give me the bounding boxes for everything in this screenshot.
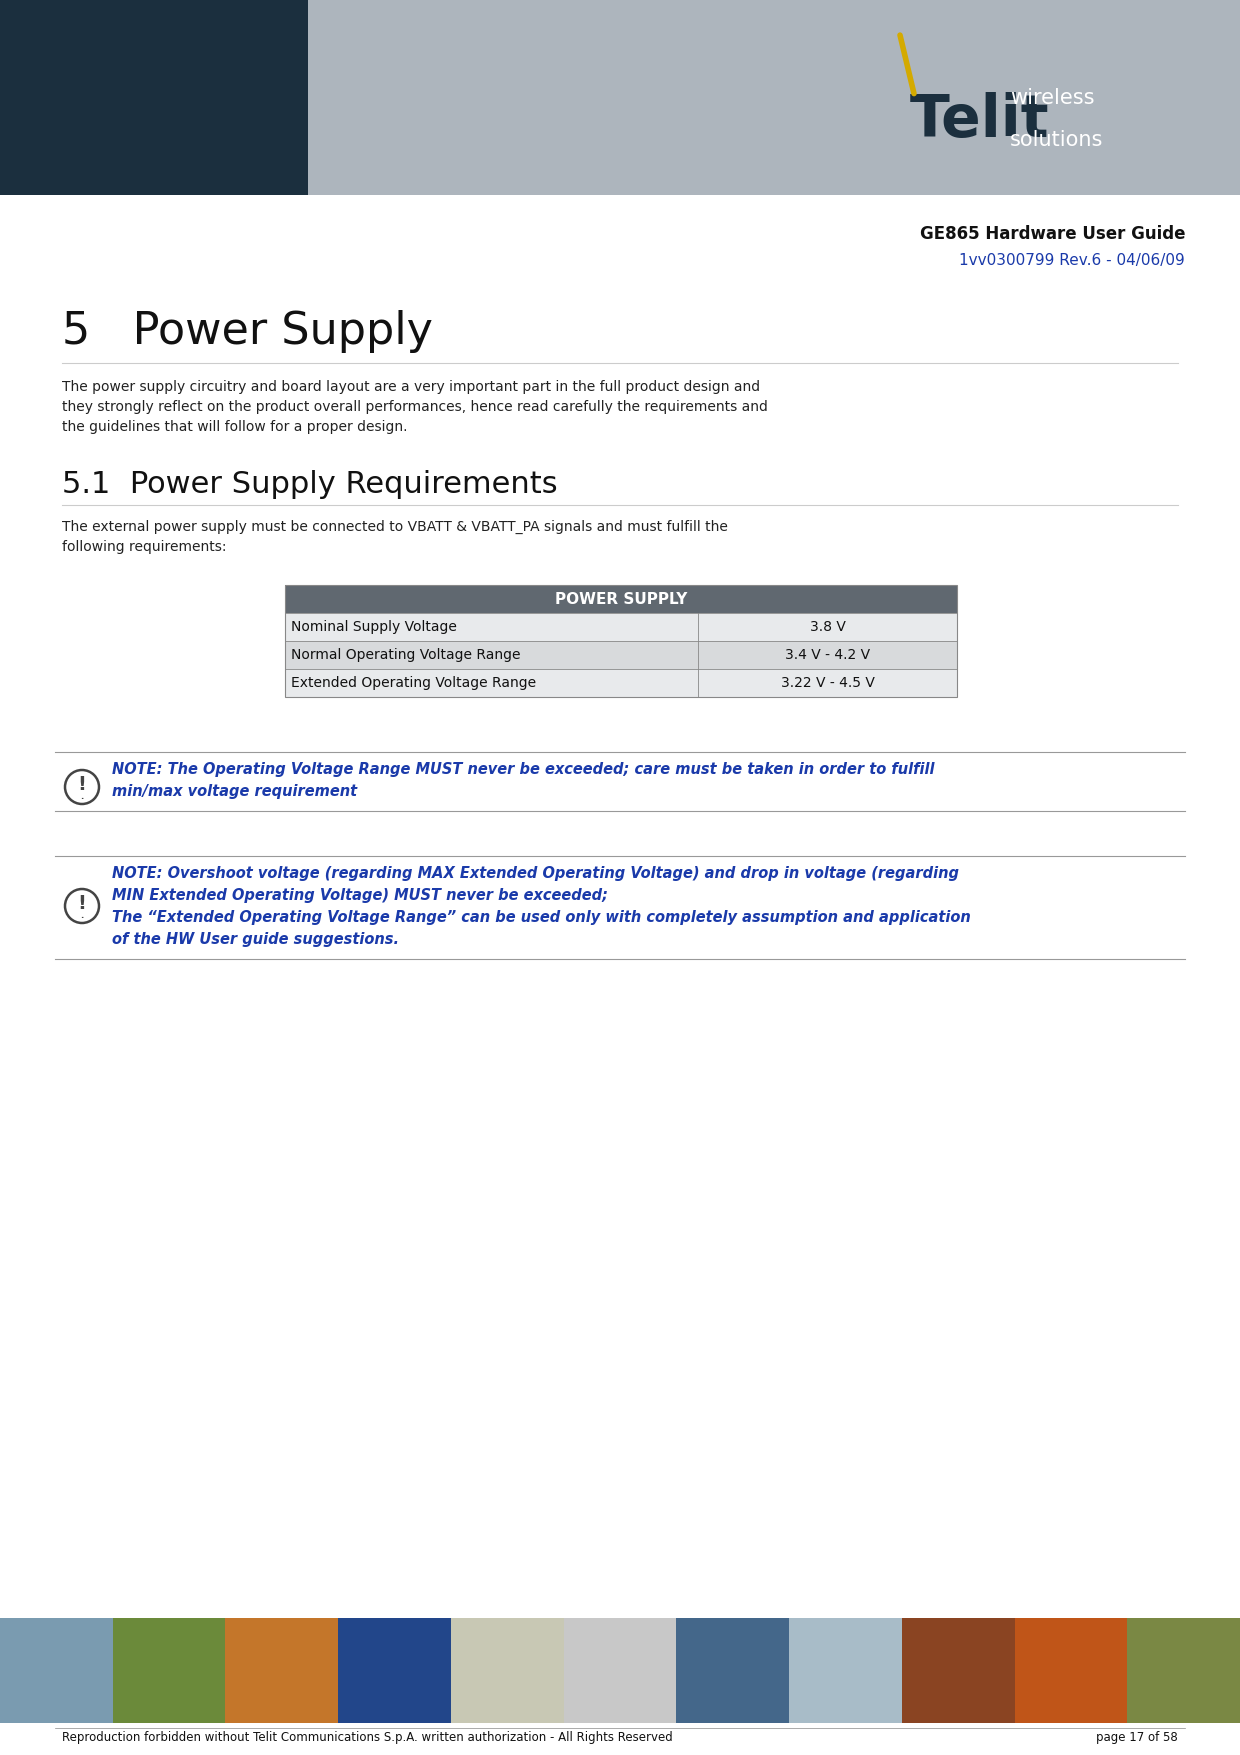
- Text: min/max voltage requirement: min/max voltage requirement: [112, 784, 357, 799]
- Text: 5   Power Supply: 5 Power Supply: [62, 311, 433, 353]
- Text: 5.1  Power Supply Requirements: 5.1 Power Supply Requirements: [62, 470, 558, 498]
- Text: 3.8 V: 3.8 V: [810, 620, 846, 634]
- Bar: [1127, 1618, 1240, 1723]
- Bar: [339, 1618, 451, 1723]
- Bar: [0, 0, 308, 195]
- Bar: [789, 1618, 901, 1723]
- Text: !: !: [78, 774, 87, 793]
- Bar: [285, 669, 957, 697]
- Text: 1vv0300799 Rev.6 - 04/06/09: 1vv0300799 Rev.6 - 04/06/09: [960, 253, 1185, 269]
- Bar: [1014, 1618, 1127, 1723]
- Text: GE865 Hardware User Guide: GE865 Hardware User Guide: [920, 225, 1185, 242]
- Text: following requirements:: following requirements:: [62, 541, 227, 555]
- Text: NOTE: Overshoot voltage (regarding MAX Extended Operating Voltage) and drop in v: NOTE: Overshoot voltage (regarding MAX E…: [112, 865, 959, 881]
- Bar: [285, 584, 957, 612]
- Text: Reproduction forbidden without Telit Communications S.p.A. written authorization: Reproduction forbidden without Telit Com…: [62, 1730, 673, 1744]
- Bar: [113, 1618, 226, 1723]
- Text: of the HW User guide suggestions.: of the HW User guide suggestions.: [112, 932, 399, 948]
- Text: .: .: [81, 911, 83, 920]
- Text: Nominal Supply Voltage: Nominal Supply Voltage: [291, 620, 456, 634]
- Text: 3.22 V - 4.5 V: 3.22 V - 4.5 V: [781, 676, 874, 690]
- Text: 3.4 V - 4.2 V: 3.4 V - 4.2 V: [785, 648, 870, 662]
- Text: the guidelines that will follow for a proper design.: the guidelines that will follow for a pr…: [62, 419, 408, 433]
- Text: The “Extended Operating Voltage Range” can be used only with completely assumpti: The “Extended Operating Voltage Range” c…: [112, 911, 971, 925]
- Text: wireless: wireless: [1011, 88, 1095, 107]
- Bar: [285, 612, 957, 641]
- Bar: [0, 1618, 113, 1723]
- Text: MIN Extended Operating Voltage) MUST never be exceeded;: MIN Extended Operating Voltage) MUST nev…: [112, 888, 608, 904]
- Bar: [451, 1618, 564, 1723]
- Text: .: .: [81, 792, 83, 800]
- Bar: [285, 641, 957, 669]
- Text: NOTE: The Operating Voltage Range MUST never be exceeded; care must be taken in : NOTE: The Operating Voltage Range MUST n…: [112, 762, 935, 777]
- Bar: [308, 0, 1240, 195]
- Text: !: !: [78, 893, 87, 913]
- Text: POWER SUPPLY: POWER SUPPLY: [554, 591, 687, 607]
- Text: The power supply circuitry and board layout are a very important part in the ful: The power supply circuitry and board lay…: [62, 381, 760, 395]
- Bar: [226, 1618, 339, 1723]
- Text: The external power supply must be connected to VBATT & VBATT_PA signals and must: The external power supply must be connec…: [62, 519, 728, 534]
- Bar: [676, 1618, 789, 1723]
- Bar: [564, 1618, 676, 1723]
- Bar: [285, 584, 957, 697]
- Text: Telit: Telit: [910, 93, 1049, 149]
- Text: they strongly reflect on the product overall performances, hence read carefully : they strongly reflect on the product ove…: [62, 400, 768, 414]
- Text: Extended Operating Voltage Range: Extended Operating Voltage Range: [291, 676, 536, 690]
- Text: solutions: solutions: [1011, 130, 1104, 151]
- Text: page 17 of 58: page 17 of 58: [1096, 1730, 1178, 1744]
- Bar: [901, 1618, 1014, 1723]
- Text: Normal Operating Voltage Range: Normal Operating Voltage Range: [291, 648, 521, 662]
